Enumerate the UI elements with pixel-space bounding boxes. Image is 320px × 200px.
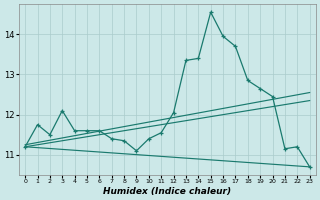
- X-axis label: Humidex (Indice chaleur): Humidex (Indice chaleur): [103, 187, 231, 196]
